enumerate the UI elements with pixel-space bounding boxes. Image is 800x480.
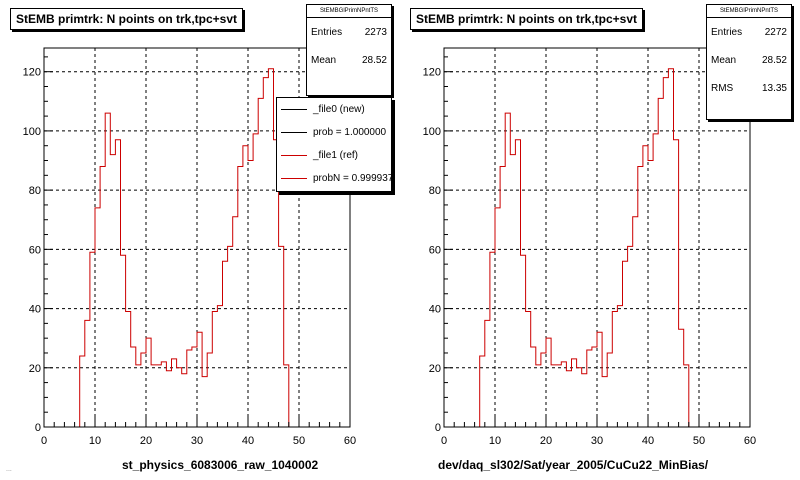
x-tick-label: 40: [642, 435, 654, 447]
x-tick-label: 20: [540, 435, 552, 447]
y-tick-label: 100: [23, 126, 41, 138]
legend-line-icon: [281, 109, 307, 110]
stats-entries-value: 2273: [364, 26, 387, 38]
y-tick-label: 80: [429, 185, 441, 197]
stats-rms-value: 13.35: [761, 82, 787, 94]
y-tick-label: 20: [29, 363, 41, 375]
stats-mean-label: Mean: [311, 54, 337, 66]
stats-mean-value: 28.52: [761, 54, 787, 66]
x-tick-label: 40: [242, 435, 254, 447]
stats-rms-row: RMS 13.35: [707, 74, 791, 102]
x-tick-label: 10: [89, 435, 101, 447]
y-tick-label: 40: [429, 304, 441, 316]
x-tick-label: 60: [344, 435, 356, 447]
y-tick-label: 100: [423, 126, 441, 138]
legend-line-icon: [281, 178, 307, 179]
legend-label: _file1 (ref): [313, 150, 359, 161]
y-tick-label: 120: [423, 67, 441, 79]
stats-entries-row: Entries 2272: [707, 18, 791, 46]
x-tick-label: 30: [191, 435, 203, 447]
stats-entries-label: Entries: [311, 26, 343, 38]
y-tick-label: 80: [29, 185, 41, 197]
stats-box: StEMBGlPrimNPntTS Entries 2273 Mean 28.5…: [306, 4, 392, 96]
y-tick-label: 60: [29, 244, 41, 256]
x-tick-label: 60: [744, 435, 756, 447]
x-tick-label: 50: [293, 435, 305, 447]
footer-text: ...: [6, 466, 12, 473]
legend-line-icon: [281, 132, 307, 133]
y-tick-label: 0: [35, 422, 41, 434]
legend-entry-file0: _file0 (new): [277, 98, 391, 121]
legend-entry-file1: _file1 (ref): [277, 144, 391, 167]
x-tick-label: 0: [441, 435, 447, 447]
x-tick-label: 20: [140, 435, 152, 447]
histogram-series-line: [444, 68, 750, 428]
y-tick-label: 0: [435, 422, 441, 434]
stats-mean-value: 28.52: [361, 54, 387, 66]
stats-entries-row: Entries 2273: [307, 18, 391, 46]
stats-title: StEMBGlPrimNPntTS: [707, 5, 791, 18]
stats-title: StEMBGlPrimNPntTS: [307, 5, 391, 18]
legend-line-icon: [281, 155, 307, 156]
legend: _file0 (new) prob = 1.000000 _file1 (ref…: [276, 97, 392, 192]
legend-label: prob = 1.000000: [313, 127, 387, 138]
x-tick-label: 50: [693, 435, 705, 447]
chart-title: StEMB primtrk: N points on trk,tpc+svt: [410, 8, 644, 30]
legend-entry-probn: probN = 0.999937: [277, 167, 391, 190]
right-histogram-plot: 0 10 20 30 40 50 60 0 20 40 60 80 100 120: [423, 47, 756, 447]
stats-mean-row: Mean 28.52: [707, 46, 791, 74]
legend-entry-prob: prob = 1.000000: [277, 121, 391, 144]
y-tick-label: 120: [23, 67, 41, 79]
x-tick-label: 30: [591, 435, 603, 447]
stats-rms-label: RMS: [711, 82, 734, 94]
stats-entries-label: Entries: [711, 26, 743, 38]
stats-box: StEMBGlPrimNPntTS Entries 2272 Mean 28.5…: [706, 4, 792, 120]
x-axis-label: dev/daq_sl302/Sat/year_2005/CuCu22_MinBi…: [438, 458, 709, 472]
y-tick-label: 60: [429, 244, 441, 256]
stats-entries-value: 2272: [764, 26, 787, 38]
y-tick-label: 40: [29, 304, 41, 316]
x-axis-label: st_physics_6083006_raw_1040002: [122, 458, 319, 472]
stats-mean-row: Mean 28.52: [307, 46, 391, 74]
legend-label: _file0 (new): [313, 104, 365, 115]
x-tick-label: 10: [489, 435, 501, 447]
chart-title: StEMB primtrk: N points on trk,tpc+svt: [10, 8, 244, 30]
left-histogram-plot: 0 10 20 30 40 50 60 0 20 40 60 80 100 120: [23, 47, 356, 447]
y-tick-label: 20: [429, 363, 441, 375]
stats-mean-label: Mean: [711, 54, 737, 66]
x-tick-label: 0: [41, 435, 47, 447]
left-histogram-panel: 0 10 20 30 40 50 60 0 20 40 60 80 100 120 StEMB primt…: [10, 4, 392, 472]
right-histogram-panel: 0 10 20 30 40 50 60 0 20 40 60 80 100 120 StEMB primt…: [400, 0, 800, 480]
legend-label: probN = 0.999937: [313, 173, 392, 184]
